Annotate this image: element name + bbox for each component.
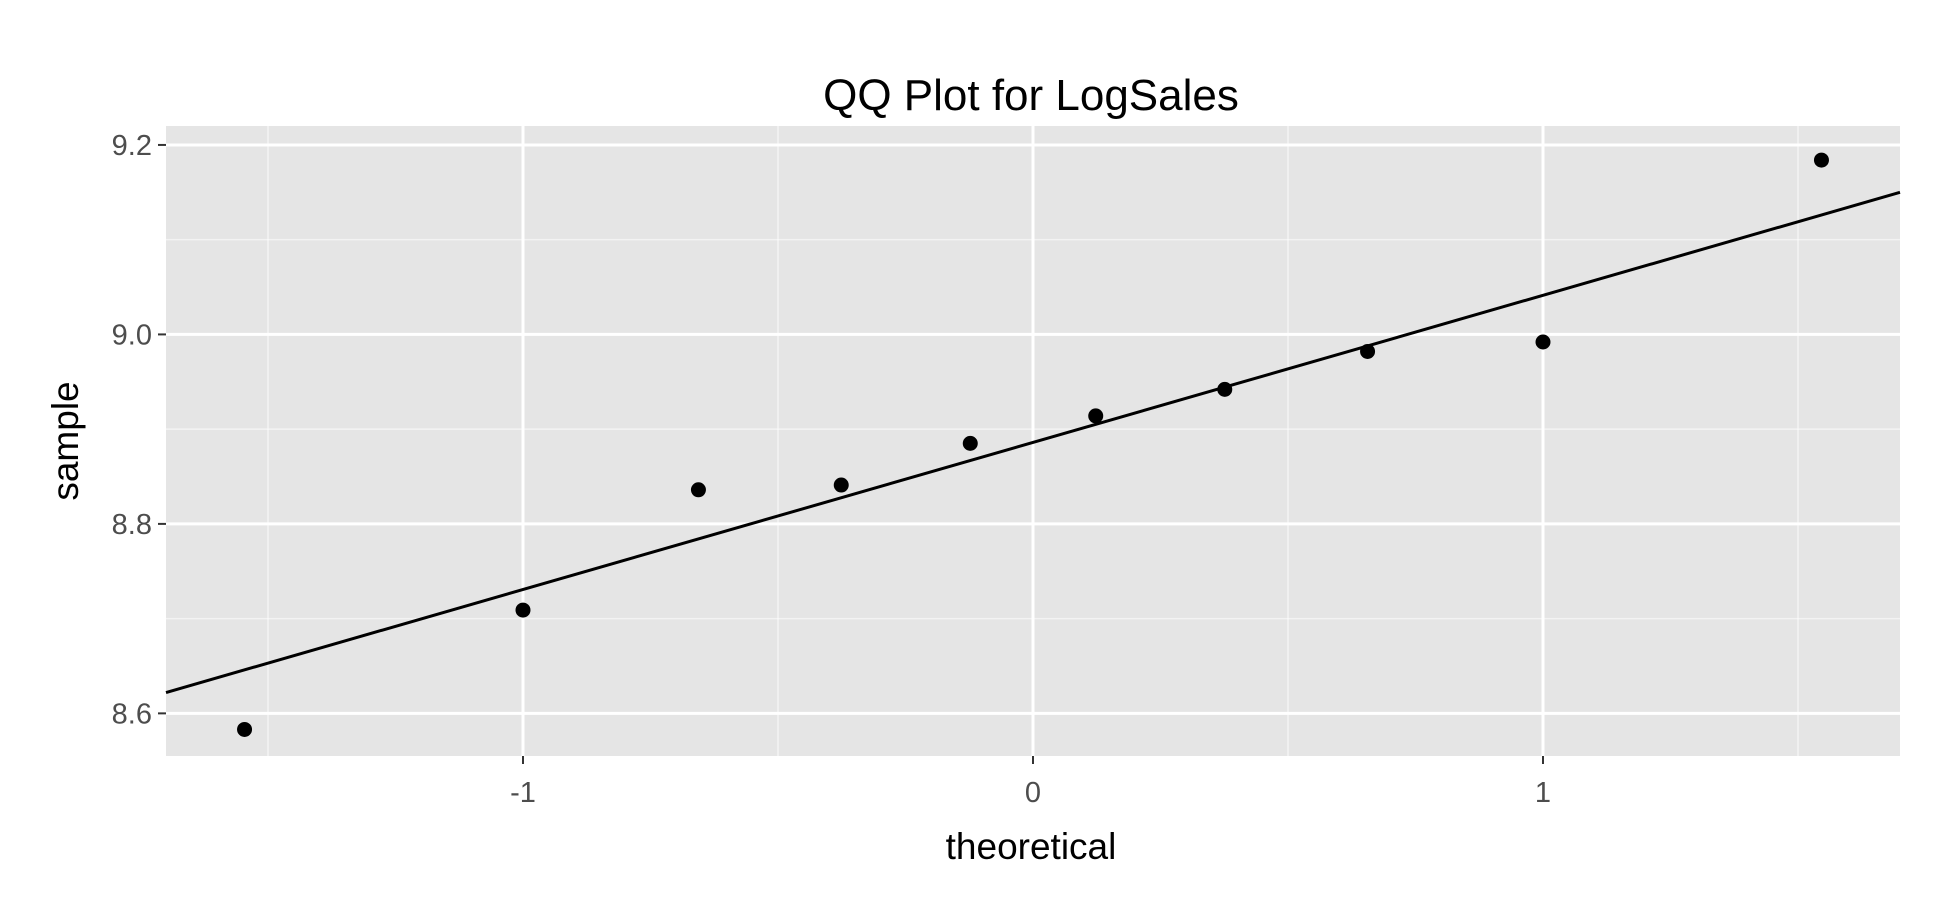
x-tick-label: 0 [1025,777,1041,809]
qq-reference-line [165,190,1901,694]
chart-title: QQ Plot for LogSales [823,71,1239,120]
data-point [962,435,978,451]
x-tick-label: -1 [510,777,536,809]
data-point [833,477,849,493]
data-point [690,482,706,498]
x-axis-ticks: -1 0 1 [510,756,1551,809]
data-point [1360,343,1376,359]
data-points [237,152,1829,737]
data-point [1088,408,1104,424]
y-tick-label: 8.8 [112,509,152,541]
x-tick-label: 1 [1535,777,1551,809]
data-point [1813,152,1829,168]
y-axis-title: sample [45,381,86,500]
reference-line-group [165,190,1901,694]
data-point [515,602,531,618]
data-point [237,721,253,737]
x-axis-title: theoretical [946,826,1117,867]
major-gridlines [166,126,1900,756]
y-axis-ticks: 8.6 8.8 9.0 9.2 [112,130,166,730]
data-point [1535,334,1551,350]
data-point [1217,381,1233,397]
y-tick-label: 8.6 [112,698,152,730]
y-tick-label: 9.2 [112,130,152,162]
y-tick-label: 9.0 [112,319,152,351]
